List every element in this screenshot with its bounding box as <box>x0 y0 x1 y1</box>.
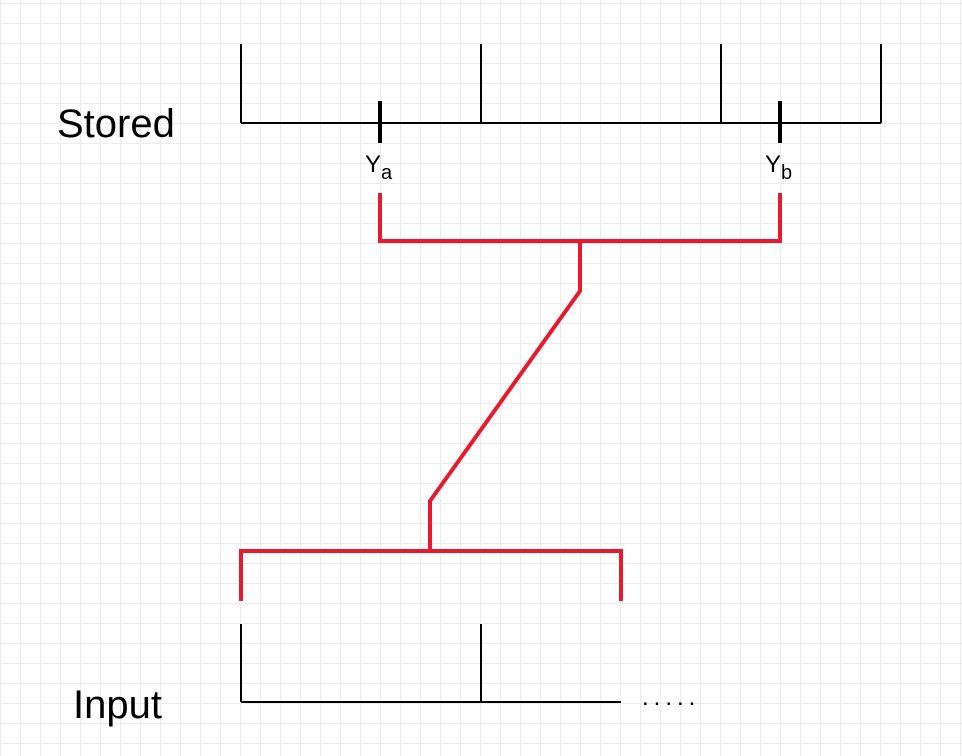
continuation-dots: ..... <box>642 684 700 711</box>
marker-b-label: Yb <box>765 151 792 184</box>
mapping-connector <box>239 193 782 601</box>
stored-bracket <box>378 193 782 243</box>
input-row: Input ..... <box>73 624 700 727</box>
stored-row: Stored Ya Yb <box>57 44 882 184</box>
marker-a-label: Ya <box>365 151 393 184</box>
input-label: Input <box>73 683 162 727</box>
connector-link <box>428 241 582 551</box>
stored-label: Stored <box>57 102 175 146</box>
input-bracket <box>239 549 623 601</box>
